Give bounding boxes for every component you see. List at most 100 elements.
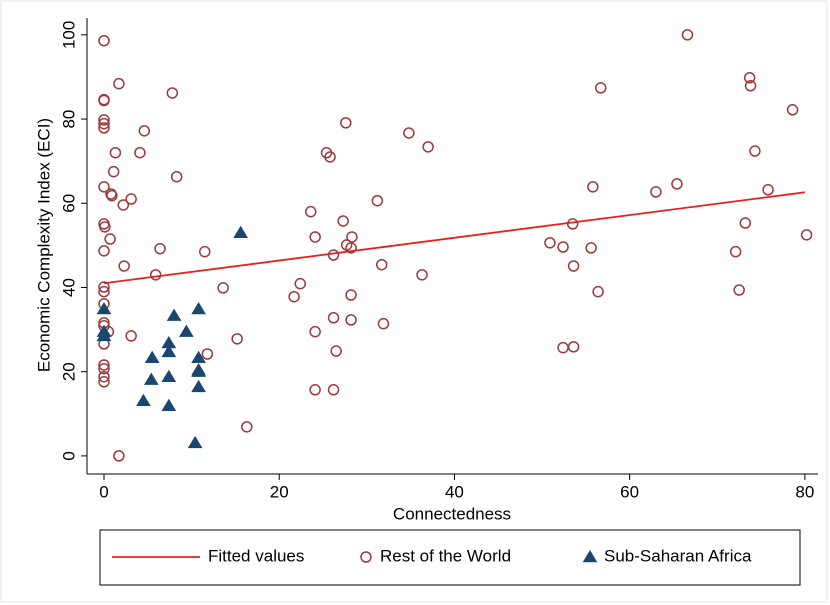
triangle-marker (191, 350, 206, 364)
circle-marker (422, 141, 434, 153)
circle-marker (138, 125, 151, 137)
circle-marker (170, 170, 183, 183)
circle-marker (544, 237, 556, 249)
legend-label: Rest of the World (380, 546, 511, 565)
circle-marker (327, 312, 340, 324)
triangle-marker (136, 393, 151, 406)
circle-marker (113, 450, 125, 462)
circle-marker (585, 242, 597, 254)
circle-marker (113, 77, 125, 90)
y-axis-title: Economic Complexity Index (ECI) (34, 118, 53, 372)
legend-triangle (582, 550, 598, 563)
circle-marker (786, 104, 799, 116)
circle-marker (340, 117, 352, 129)
circle-marker (375, 258, 388, 271)
x-tick-label: 40 (445, 482, 464, 501)
circle-marker (98, 376, 110, 388)
circle-marker (587, 181, 599, 193)
circle-marker (288, 290, 300, 303)
x-tick-label: 60 (620, 482, 639, 501)
x-tick-label: 0 (99, 482, 108, 501)
circle-marker (371, 194, 384, 207)
circle-marker (118, 260, 130, 272)
y-tick-label: 60 (59, 194, 78, 213)
triangle-marker (143, 372, 159, 385)
circle-marker (294, 277, 306, 290)
circle-marker (671, 178, 683, 190)
circle-marker (99, 221, 111, 233)
circle-marker (217, 282, 229, 294)
circle-marker (403, 127, 415, 139)
triangle-marker (161, 336, 177, 349)
circle-marker (592, 285, 604, 298)
legend: Fitted values Rest of the World Sub-Sahara… (99, 529, 801, 586)
circle-marker (109, 146, 122, 159)
x-tick-label: 80 (795, 482, 814, 501)
circle-marker (98, 122, 110, 134)
legend-circle (360, 551, 372, 563)
triangle-marker (161, 344, 177, 358)
circle-marker (305, 205, 317, 218)
circle-marker (309, 231, 321, 243)
circle-marker (743, 72, 756, 84)
circle-marker (98, 362, 110, 375)
circle-marker (98, 114, 110, 126)
circle-marker (566, 218, 579, 230)
circle-marker (104, 233, 116, 245)
circle-marker (739, 217, 752, 229)
triangle-marker (144, 350, 160, 364)
circle-marker (198, 245, 211, 258)
triangle-marker (187, 435, 203, 449)
circle-marker (134, 146, 146, 159)
circle-marker (324, 151, 336, 163)
circle-marker (98, 34, 110, 47)
triangle-marker (161, 369, 177, 382)
circle-marker (345, 289, 357, 301)
circle-marker (377, 317, 390, 330)
circle-marker (345, 314, 357, 326)
triangle-marker (166, 308, 182, 321)
circle-marker (337, 215, 349, 227)
circle-marker (98, 245, 110, 257)
circle-marker (98, 94, 110, 107)
circle-marker (567, 260, 580, 272)
fit-line (103, 191, 805, 285)
circle-marker (98, 359, 110, 371)
circle-marker (416, 269, 428, 281)
circle-marker (729, 245, 742, 258)
y-tick-label: 100 (59, 21, 78, 49)
circle-marker (107, 165, 120, 178)
circle-marker (309, 384, 321, 396)
circle-marker (800, 229, 813, 241)
x-axis-title: Connectedness (393, 504, 511, 523)
triangle-marker (178, 324, 194, 337)
circle-marker (231, 333, 243, 345)
circle-marker (762, 184, 774, 196)
circle-marker (567, 341, 580, 353)
triangle-marker (96, 301, 112, 315)
circle-marker (149, 269, 162, 281)
y-tick-label: 20 (59, 362, 78, 381)
circle-marker (117, 199, 130, 211)
circle-marker (309, 325, 321, 338)
y-tick-label: 40 (59, 278, 78, 297)
circle-marker (166, 87, 179, 99)
triangle-marker (96, 324, 112, 337)
circle-marker (744, 80, 757, 92)
circle-marker (346, 231, 358, 243)
x-tick-label: 20 (270, 482, 289, 501)
legend-box (99, 529, 801, 586)
circle-marker (681, 29, 694, 41)
triangle-marker (233, 225, 249, 238)
circle-marker (594, 82, 607, 94)
circle-marker (98, 281, 110, 293)
circle-marker (557, 241, 569, 253)
circle-marker (327, 384, 340, 396)
triangle-marker (161, 398, 177, 412)
triangle-marker (191, 379, 206, 393)
circle-marker (201, 348, 214, 360)
circle-marker (125, 330, 137, 342)
triangle-marker (191, 364, 206, 377)
